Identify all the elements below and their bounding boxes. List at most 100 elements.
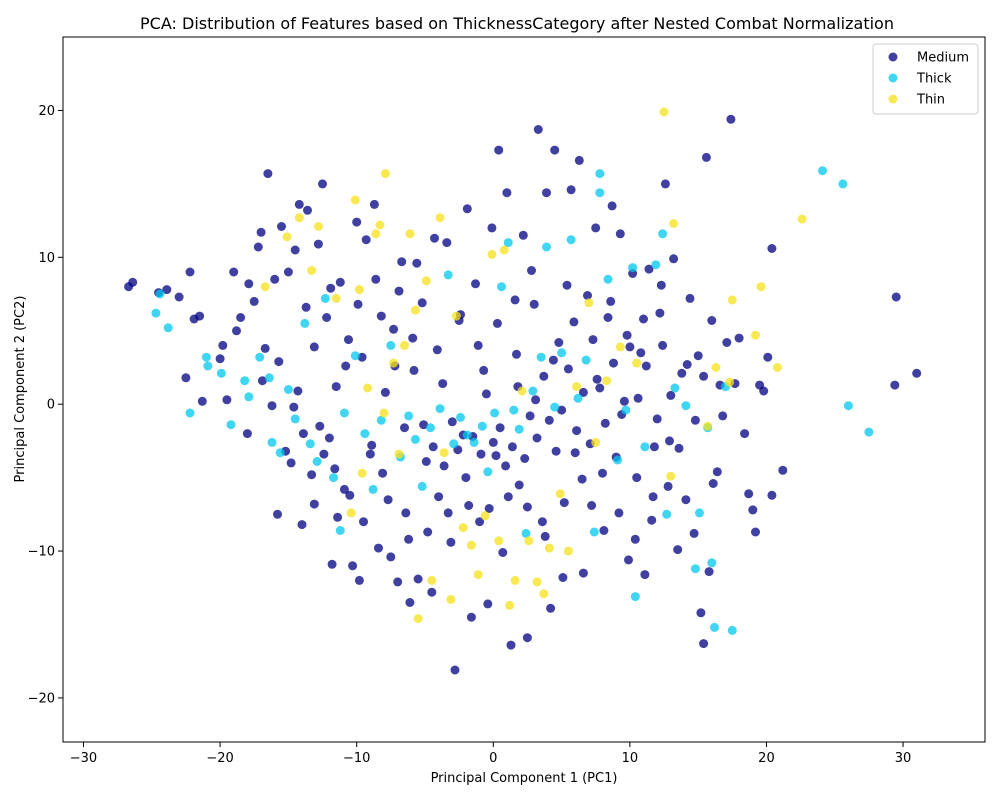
point-medium-119 [656,280,666,290]
x-tick-label: −20 [206,751,233,766]
point-medium-78 [491,451,501,461]
y-tick-label: 10 [38,251,55,266]
point-thin-15 [400,340,409,350]
point-medium-115 [640,570,650,580]
point-medium-80 [498,548,508,557]
point-medium-149 [778,465,788,475]
point-medium-170 [428,442,438,452]
point-thin-34 [517,386,527,396]
point-medium-103 [591,223,601,233]
point-thin-18 [413,614,423,624]
point-thin-19 [421,276,431,286]
point-medium-40 [339,484,349,494]
point-thin-39 [555,489,565,499]
point-thin-56 [772,363,782,372]
point-medium-206 [690,415,700,425]
point-thick-8 [267,437,277,447]
point-medium-41 [344,335,353,345]
point-medium-71 [462,204,472,214]
point-medium-37 [327,559,337,569]
point-thick-50 [595,169,605,179]
point-medium-39 [335,277,345,287]
point-medium-150 [891,292,901,302]
point-medium-155 [244,279,254,289]
point-medium-17 [256,227,266,237]
point-thin-50 [703,421,713,431]
x-tick-label: 20 [758,751,775,766]
legend-marker-medium [888,52,898,62]
point-medium-162 [341,361,351,371]
point-medium-160 [315,421,325,431]
point-medium-232 [512,349,521,359]
point-medium-216 [345,490,355,500]
point-thin-40 [563,546,573,556]
point-medium-195 [600,418,610,428]
point-medium-204 [674,443,684,453]
point-medium-72 [466,612,476,622]
point-medium-130 [699,639,709,649]
point-medium-51 [380,387,390,397]
point-thin-6 [346,508,356,518]
point-thick-11 [300,318,310,328]
point-thin-48 [669,219,679,228]
point-thick-67 [710,622,719,632]
point-medium-126 [685,293,695,303]
point-thin-59 [379,408,389,418]
point-medium-133 [707,316,717,325]
point-medium-168 [408,333,418,343]
point-medium-118 [652,414,662,424]
point-medium-198 [625,342,635,352]
point-thin-4 [313,222,323,231]
point-thin-51 [711,363,721,372]
point-medium-207 [699,371,709,381]
point-medium-83 [510,295,520,305]
point-medium-111 [624,555,633,565]
point-medium-8 [195,311,205,321]
point-thin-22 [439,448,449,458]
point-medium-177 [481,389,491,399]
point-medium-97 [566,185,576,195]
point-medium-174 [461,473,471,483]
x-tick-label: 10 [622,751,639,766]
point-thick-79 [312,457,322,466]
point-thick-5 [240,376,250,386]
point-medium-122 [669,254,679,264]
point-medium-213 [319,449,329,459]
point-medium-139 [734,333,744,343]
point-medium-49 [374,543,383,553]
point-thick-58 [651,260,661,270]
point-thick-57 [640,442,650,452]
point-thin-42 [584,298,594,308]
point-medium-222 [412,258,422,268]
point-thick-14 [329,473,338,483]
point-thin-5 [331,293,341,303]
point-medium-189 [557,405,567,415]
point-thick-6 [244,392,254,402]
point-thin-9 [363,383,373,393]
point-thin-10 [371,229,381,239]
point-medium-186 [539,371,549,381]
point-medium-240 [588,335,598,345]
point-thick-62 [681,401,691,411]
point-medium-52 [386,552,396,562]
x-tick-label: 0 [489,751,497,766]
point-thin-36 [532,577,542,587]
point-medium-75 [479,365,489,375]
point-medium-3 [162,285,172,295]
point-thin-43 [591,437,601,447]
point-thick-73 [864,427,874,437]
point-medium-129 [696,608,706,618]
point-medium-60 [417,298,427,308]
point-thick-16 [339,408,349,418]
point-thick-15 [335,526,345,535]
legend-label-medium: Medium [917,51,969,66]
point-thick-26 [425,423,435,433]
point-thick-29 [449,439,459,449]
point-medium-229 [484,504,494,513]
point-medium-56 [401,508,411,518]
point-medium-171 [439,461,449,471]
point-thick-23 [404,411,414,421]
point-thick-71 [838,179,848,189]
point-thick-56 [630,592,640,602]
